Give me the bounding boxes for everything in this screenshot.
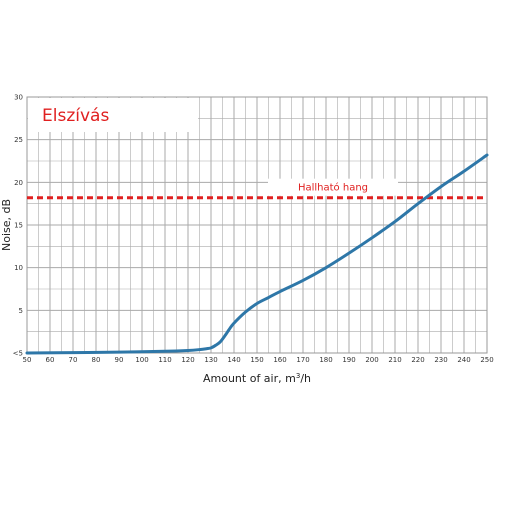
- x-tick-label: 100: [135, 356, 148, 364]
- threshold-label-box: [268, 178, 398, 196]
- grid-layer: Elszívás: [26, 96, 488, 354]
- chart-title: Elszívás: [42, 106, 109, 126]
- x-tick-label: 120: [181, 356, 194, 364]
- x-tick-label: 170: [296, 356, 309, 364]
- y-axis-title: Noise, dB: [0, 199, 13, 251]
- x-tick-label: 90: [115, 356, 124, 364]
- x-tick-label: 180: [319, 356, 332, 364]
- x-axis-title-main: Amount of air, m: [203, 372, 296, 385]
- threshold-layer: Hallható hang: [27, 178, 487, 200]
- curve-layer: [25, 153, 489, 355]
- x-axis-title-tail: /h: [300, 372, 311, 385]
- noise-curve: [25, 153, 489, 355]
- x-tick-label: 250: [480, 356, 493, 364]
- y-tick-label: 15: [14, 222, 23, 230]
- x-tick-label: 160: [273, 356, 286, 364]
- y-tick-label: 10: [14, 264, 23, 272]
- x-tick-label: 80: [92, 356, 101, 364]
- y-tick-label: 20: [14, 179, 23, 187]
- y-tick-label: 5: [19, 307, 23, 315]
- x-tick-label: 150: [250, 356, 263, 364]
- y-tick-label: 30: [14, 94, 23, 102]
- x-tick-label: 200: [365, 356, 378, 364]
- x-tick-label: 130: [204, 356, 217, 364]
- y-tick-labels: <5 5 10 15 20 25 30: [13, 94, 23, 358]
- x-tick-label: 60: [46, 356, 55, 364]
- y-tick-label: <5: [13, 350, 23, 358]
- x-tick-label: 50: [23, 356, 32, 364]
- x-tick-label: 230: [434, 356, 447, 364]
- y-tick-label: 25: [14, 136, 23, 144]
- x-tick-label: 190: [342, 356, 355, 364]
- x-tick-label: 210: [388, 356, 401, 364]
- x-axis-title-sup: 3: [296, 372, 300, 380]
- plot-frame: [26, 96, 488, 354]
- threshold-label: Hallható hang: [298, 182, 368, 194]
- x-tick-label: 70: [69, 356, 78, 364]
- x-axis-title: Amount of air, m3/h: [203, 372, 311, 385]
- x-tick-label: 110: [158, 356, 171, 364]
- x-tick-label: 240: [457, 356, 470, 364]
- x-tick-labels: 50 60 70 80 90 100 110 120 130 140 150 160 170 180 190…: [23, 356, 494, 364]
- title-box: [28, 98, 198, 132]
- x-tick-label: 220: [411, 356, 424, 364]
- x-tick-label: 140: [227, 356, 240, 364]
